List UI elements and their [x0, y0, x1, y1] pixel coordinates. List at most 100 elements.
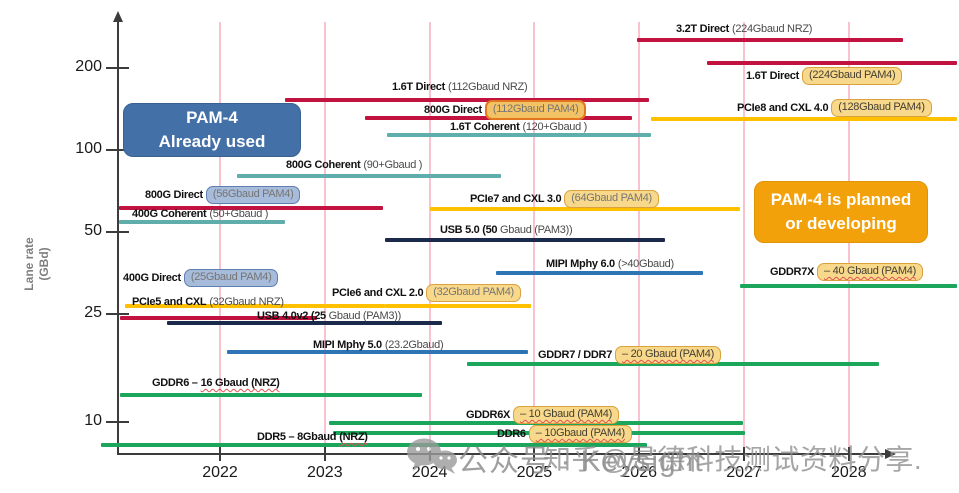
annotation-line: or developing — [785, 214, 897, 233]
bar-label-name: 3.2T Direct — [676, 23, 729, 35]
bar-label-name: 1.6T Direct — [746, 70, 799, 82]
x-tick — [323, 447, 326, 461]
timeline-bar — [384, 237, 666, 242]
timeline-bar — [236, 174, 501, 179]
bar-label-name: GDDR6X — [466, 409, 511, 421]
bar-label: GDDR6 –16 Gbaud (NRZ) — [152, 377, 280, 390]
year-gridline — [219, 22, 221, 455]
bar-label-name: 800G Direct — [145, 189, 203, 201]
bar-label: 1.6T Coherent (120+Gbaud ) — [450, 121, 587, 134]
y-tick-label: 100 — [75, 140, 102, 157]
bar-label-value: (224Gbaud PAM4) — [801, 67, 903, 85]
bar-label: 400G Coherent (50+Gbaud ) — [132, 208, 268, 221]
y-axis-title: Lane rate (GBd) — [22, 218, 82, 310]
x-tick-label: 2027 — [726, 464, 762, 481]
bar-label-name: PCIe5 and CXL — [132, 296, 207, 308]
bar-label: USB 4.0v2 (25 Gbaud (PAM3)) — [257, 310, 401, 323]
annotation-pam4-planned: PAM-4 is planned or developing — [754, 181, 928, 243]
bar-label-value: (25Gbaud PAM4) — [183, 269, 279, 287]
bar-label: MIPI Mphy 6.0 (>40Gbaud) — [546, 258, 674, 271]
bar-label-value: – 40 Gbaud (PAM4) — [817, 263, 923, 281]
bar-label-name: GDDR6 – — [152, 377, 198, 389]
bar-label-value: (23.2Gbaud) — [384, 339, 444, 351]
bar-label-name: GDDR7 / DDR7 — [538, 349, 613, 361]
bar-label-value: – 10Gbaud (PAM4) — [528, 425, 632, 443]
bar-label: DDR6– 10Gbaud (PAM4) — [497, 425, 632, 444]
bar-label-name: GDDR7X — [770, 266, 815, 278]
bar-label: GDDR6X – 10 Gbaud (PAM4) — [466, 406, 619, 425]
y-axis-title-line2: (GBd) — [37, 247, 51, 281]
bar-label-name: DDR5 – 8Gbaud — [257, 431, 337, 443]
bar-label: GDDR7 / DDR7– 20 Gbaud (PAM4) — [538, 346, 721, 365]
y-tick-label: 50 — [84, 221, 102, 239]
bar-label-value: (32Gbaud PAM4) — [426, 284, 521, 302]
timeline-bar — [284, 97, 649, 102]
bar-label: 3.2T Direct (224Gbaud NRZ) — [676, 23, 812, 36]
y-tick-label: 200 — [75, 58, 102, 76]
bar-label-value: 16 Gbaud (NRZ) — [200, 377, 280, 389]
bar-label: PCIe6 and CXL 2.0 (32Gbaud PAM4) — [332, 284, 521, 303]
bar-label-name: 400G Coherent — [132, 208, 207, 220]
y-axis-title-line1: Lane rate — [22, 237, 36, 291]
bar-label-value: (56Gbaud PAM4) — [205, 186, 301, 204]
bar-label-name: PCIe7 and CXL 3.0 — [470, 193, 562, 205]
timeline-bar — [707, 60, 957, 65]
bar-label-name: USB 5.0 (50 — [440, 224, 498, 236]
bar-label-value: (32Gbaud NRZ) — [209, 296, 284, 308]
x-tick — [533, 447, 536, 461]
bar-label-name: 800G Coherent — [286, 159, 361, 171]
y-axis-line — [117, 20, 119, 455]
timeline-bar — [124, 304, 385, 309]
x-tick — [847, 447, 850, 461]
bar-label: MIPI Mphy 5.0 (23.2Gbaud) — [313, 339, 444, 352]
timeline-bar — [120, 392, 423, 397]
x-axis-line — [117, 453, 886, 455]
y-tick — [106, 421, 129, 423]
timeline-bar — [119, 206, 384, 211]
bar-label-name: 800G Direct — [424, 104, 482, 116]
x-axis-arrow — [885, 449, 896, 459]
bar-label-name: USB 4.0v2 (25 — [257, 310, 326, 322]
y-tick — [106, 149, 129, 151]
y-tick — [106, 67, 129, 70]
bar-label: 800G Coherent (90+Gbaud ) — [286, 159, 422, 172]
y-tick — [106, 230, 129, 233]
bar-label-value: Gbaud (PAM3)) — [497, 224, 573, 236]
bar-label-value: (112Gbaud PAM4) — [484, 100, 587, 120]
bar-label-value: (64Gbaud PAM4) — [564, 190, 659, 208]
x-tick-label: 2024 — [411, 464, 448, 481]
timeline-bar — [227, 349, 529, 354]
bar-label: PCIe8 and CXL 4.0 (128Gbaud PAM4) — [737, 99, 932, 118]
bar-label-value: (>40Gbaud) — [617, 258, 674, 270]
y-tick-label: 10 — [84, 412, 102, 429]
timeline-bar — [637, 37, 904, 42]
year-gridline — [743, 22, 745, 455]
timeline-bar — [650, 117, 957, 121]
x-tick — [428, 447, 431, 461]
bar-label-value: – 20 Gbaud (PAM4) — [615, 346, 721, 364]
bar-label: 400G Direct (25Gbaud PAM4) — [123, 269, 279, 288]
timeline-bar — [739, 284, 957, 289]
x-tick — [638, 447, 641, 461]
x-tick-label: 2023 — [307, 464, 343, 481]
bar-label-value: (50+Gbaud ) — [209, 208, 269, 220]
bar-label: DDR5 – 8Gbaud (NRZ) — [257, 431, 368, 444]
timeline-bar — [386, 132, 651, 137]
bar-label-name: DDR6 — [497, 428, 526, 440]
bar-label: 1.6T Direct (112Gbaud NRZ) — [392, 81, 528, 94]
annotation-line: Already used — [158, 132, 266, 151]
timeline-bar — [384, 304, 532, 309]
timeline-bar — [166, 320, 443, 325]
annotation-line: PAM-4 is planned — [770, 190, 912, 209]
bar-label-name: MIPI Mphy 6.0 — [546, 258, 615, 270]
x-tick-label: 2022 — [202, 464, 238, 481]
bar-label-name: 1.6T Coherent — [450, 121, 520, 133]
y-tick — [106, 312, 129, 315]
timeline-bar — [119, 219, 285, 224]
bar-label-name: PCIe6 and CXL 2.0 — [332, 287, 424, 299]
y-axis-arrow — [113, 11, 123, 22]
timeline-bar — [100, 443, 647, 448]
x-tick — [743, 447, 745, 461]
bar-label-value: (NRZ) — [339, 431, 368, 443]
